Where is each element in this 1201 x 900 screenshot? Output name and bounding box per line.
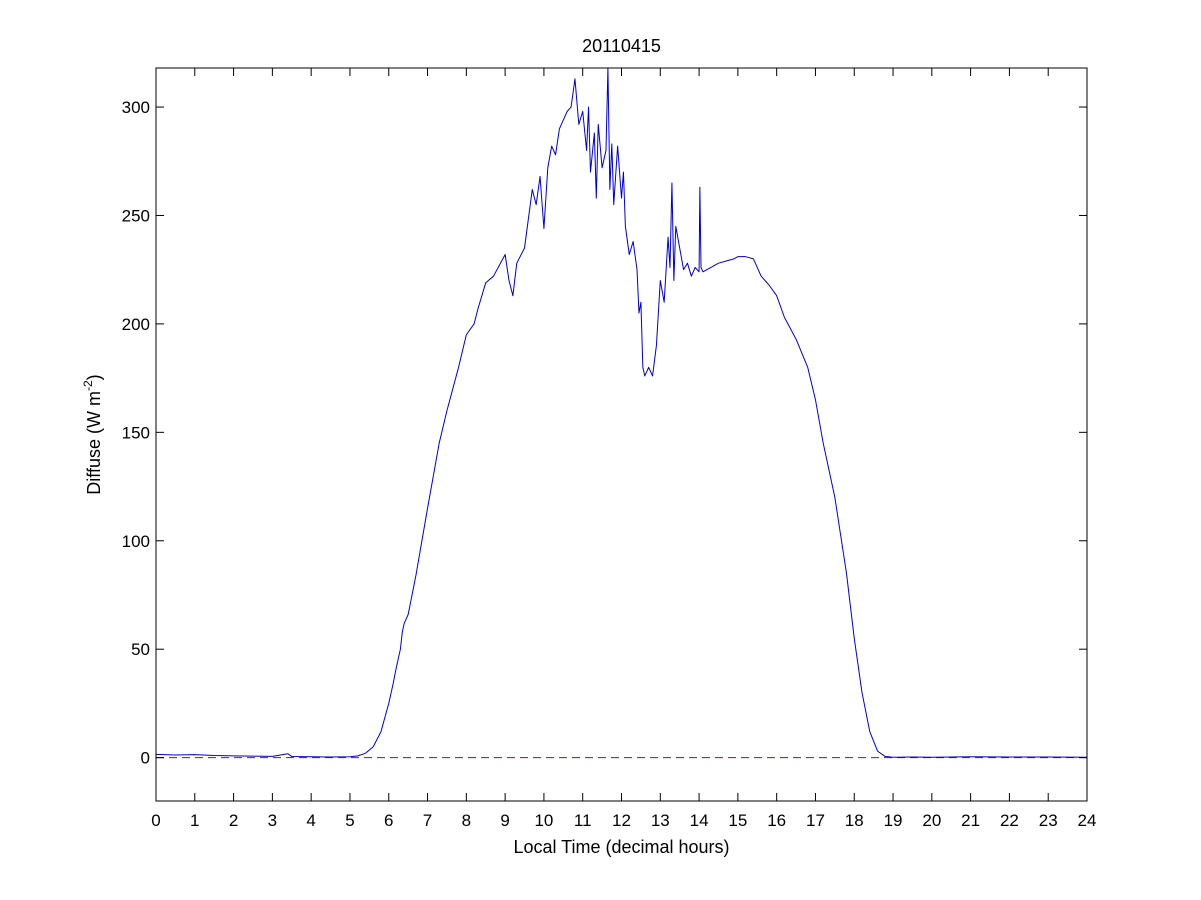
plot-area (156, 68, 1087, 801)
x-tick-label: 18 (845, 811, 864, 830)
x-tick-label: 9 (500, 811, 509, 830)
y-tick-label: 0 (141, 749, 150, 768)
y-axis-label-superscript: -2 (81, 380, 95, 391)
x-tick-label: 24 (1078, 811, 1097, 830)
x-tick-label: 15 (728, 811, 747, 830)
x-axis-label: Local Time (decimal hours) (513, 837, 729, 857)
y-tick-label: 300 (122, 98, 150, 117)
x-tick-label: 3 (268, 811, 277, 830)
x-tick-label: 21 (961, 811, 980, 830)
x-tick-label: 19 (884, 811, 903, 830)
y-axis-label-main: Diffuse (W m (84, 391, 104, 495)
x-tick-label: 0 (151, 811, 160, 830)
y-tick-label: 250 (122, 206, 150, 225)
diffuse-series-line (155, 67, 1088, 758)
x-tick-label: 1 (190, 811, 199, 830)
x-tick-label: 23 (1039, 811, 1058, 830)
x-tick-label: 11 (574, 811, 592, 830)
x-tick-label: 12 (612, 811, 631, 830)
x-tick-label: 22 (1000, 811, 1019, 830)
x-tick-label: 17 (806, 811, 825, 830)
x-tick-label: 4 (306, 811, 315, 830)
x-tick-label: 2 (229, 811, 238, 830)
x-tick-label: 10 (534, 811, 553, 830)
y-tick-label: 50 (131, 640, 150, 659)
x-tick-label: 16 (767, 811, 786, 830)
y-axis-label-close: ) (84, 374, 104, 380)
ticks-layer: 0 1 2 3 4 5 6 7 8 9 10 11 12 13 14 15 16 17 18 19 20 21 22 23 24… (122, 68, 1097, 830)
x-tick-label: 8 (462, 811, 471, 830)
x-tick-label: 20 (922, 811, 941, 830)
chart-title: 20110415 (582, 36, 661, 56)
x-tick-label: 13 (651, 811, 670, 830)
x-tick-label: 7 (423, 811, 432, 830)
series-layer (155, 67, 1088, 759)
x-tick-label: 6 (384, 811, 393, 830)
y-tick-label: 200 (122, 315, 150, 334)
x-tick-label: 5 (345, 811, 354, 830)
x-tick-label: 14 (690, 811, 709, 830)
y-axis-label: Diffuse (W m-2) (81, 374, 104, 494)
y-tick-label: 100 (122, 532, 150, 551)
y-tick-label: 150 (122, 423, 150, 442)
